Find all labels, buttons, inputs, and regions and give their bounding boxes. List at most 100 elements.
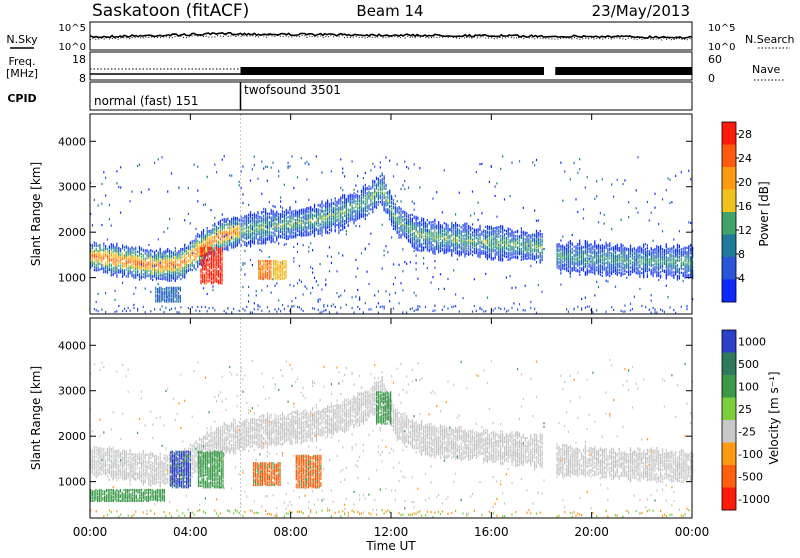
data-cell <box>325 284 326 286</box>
data-cell <box>515 287 516 289</box>
data-cell <box>528 234 529 236</box>
data-cell <box>265 216 266 218</box>
data-cell <box>199 241 200 243</box>
data-cell <box>365 198 366 200</box>
data-cell <box>589 244 590 246</box>
data-cell <box>361 194 362 196</box>
data-cell <box>402 219 403 221</box>
data-cell <box>592 271 593 273</box>
data-cell <box>496 230 497 232</box>
data-cell <box>244 227 245 229</box>
data-cell <box>568 245 569 247</box>
data-cell <box>594 240 595 242</box>
data-cell <box>293 187 294 189</box>
data-cell <box>162 252 163 254</box>
data-cell <box>103 252 104 254</box>
data-cell <box>483 310 484 312</box>
data-cell <box>175 247 176 249</box>
data-cell <box>139 246 140 248</box>
data-cell <box>368 185 369 187</box>
data-cell <box>372 211 373 213</box>
data-cell <box>212 224 213 226</box>
data-cell <box>365 184 366 186</box>
data-cell <box>378 290 379 292</box>
data-cell <box>92 250 93 252</box>
data-cell <box>436 225 437 227</box>
data-cell <box>459 244 460 246</box>
data-cell <box>98 262 99 264</box>
data-cell <box>316 155 317 157</box>
data-cell <box>517 250 518 252</box>
data-cell <box>248 216 249 218</box>
data-cell <box>525 285 526 287</box>
data-cell <box>145 311 146 313</box>
data-cell <box>525 232 526 234</box>
data-cell <box>500 237 501 239</box>
data-cell <box>154 268 155 270</box>
data-cell <box>442 248 443 250</box>
data-cell <box>417 305 418 307</box>
data-cell <box>453 243 454 245</box>
data-cell <box>453 232 454 234</box>
data-cell <box>427 267 428 269</box>
data-cell <box>574 258 575 260</box>
data-cell <box>297 176 298 178</box>
data-cell <box>335 229 336 231</box>
data-cell <box>397 163 398 165</box>
data-cell <box>336 292 337 294</box>
data-cell <box>495 230 496 232</box>
data-cell <box>590 255 591 257</box>
data-cell <box>474 212 475 214</box>
data-cell <box>506 230 507 232</box>
data-cell <box>353 218 354 220</box>
data-cell <box>510 257 511 259</box>
data-cell <box>190 246 191 248</box>
data-cell <box>163 231 164 233</box>
data-cell <box>416 255 417 257</box>
data-cell <box>363 177 364 179</box>
data-cell <box>574 254 575 256</box>
data-cell <box>515 255 516 257</box>
data-cell <box>289 206 290 208</box>
data-cell <box>152 275 153 277</box>
data-cell <box>331 199 332 201</box>
data-cell <box>350 214 351 216</box>
data-cell <box>254 156 255 158</box>
data-cell <box>169 265 170 267</box>
data-cell <box>195 310 196 312</box>
data-cell <box>427 242 428 244</box>
data-cell <box>525 309 526 311</box>
data-cell <box>158 238 159 240</box>
data-cell <box>557 266 558 268</box>
data-cell <box>417 230 418 232</box>
data-cell <box>325 213 326 215</box>
data-cell <box>130 265 131 267</box>
data-cell <box>431 221 432 223</box>
data-cell <box>340 210 341 212</box>
data-cell <box>590 264 591 266</box>
data-cell <box>218 230 219 232</box>
data-cell <box>558 243 559 245</box>
data-cell <box>585 240 586 242</box>
data-cell <box>137 165 138 167</box>
data-cell <box>353 207 354 209</box>
data-cell <box>282 304 283 306</box>
data-cell <box>274 222 275 224</box>
data-cell <box>284 211 285 213</box>
data-cell <box>487 251 488 253</box>
data-cell <box>218 227 219 229</box>
data-cell <box>579 270 580 272</box>
data-cell <box>378 302 379 304</box>
data-cell <box>357 175 358 177</box>
data-cell <box>487 225 488 227</box>
data-cell <box>312 230 313 232</box>
data-cell <box>254 164 255 166</box>
data-cell <box>530 265 531 267</box>
data-cell <box>338 222 339 224</box>
data-cell <box>163 251 164 253</box>
data-cell <box>250 240 251 242</box>
data-cell <box>444 306 445 308</box>
data-cell <box>500 235 501 237</box>
data-cell <box>235 217 236 219</box>
data-cell <box>182 252 183 254</box>
